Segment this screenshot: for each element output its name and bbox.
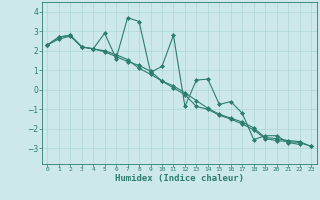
- X-axis label: Humidex (Indice chaleur): Humidex (Indice chaleur): [115, 174, 244, 183]
